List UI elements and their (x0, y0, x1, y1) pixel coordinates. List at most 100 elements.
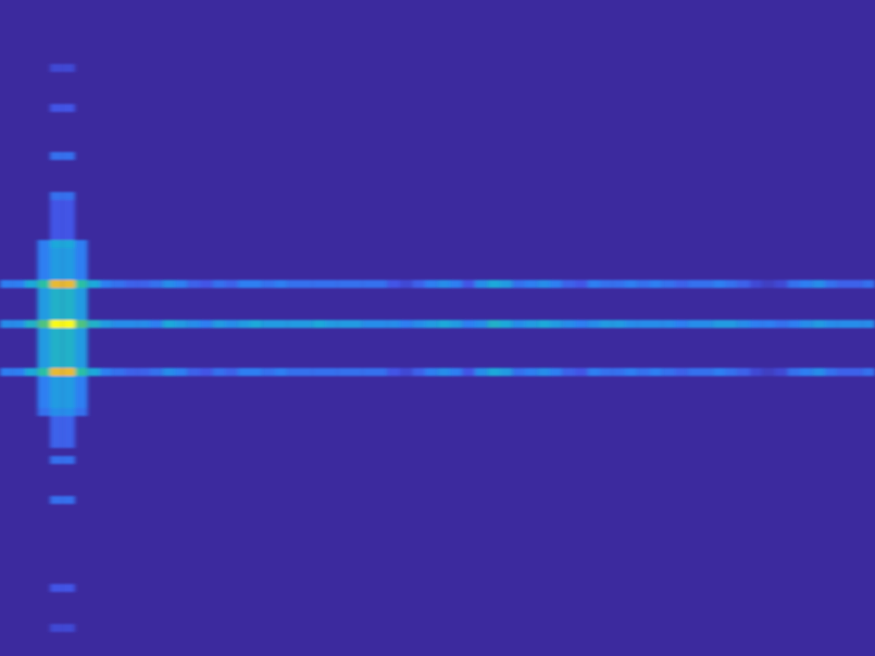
heatmap-cell (0, 320, 13, 328)
heatmap-cell (75, 360, 88, 368)
heatmap-cell (288, 320, 301, 328)
heatmap-cell (113, 280, 126, 288)
heatmap-cell (38, 288, 51, 296)
heatmap-cell (75, 304, 88, 312)
heatmap-cell (38, 392, 51, 400)
heatmap-cell (50, 400, 63, 408)
heatmap-cell (50, 432, 63, 440)
heatmap-cell (63, 216, 76, 224)
heatmap-cell (525, 320, 538, 328)
heatmap-cell (150, 280, 163, 288)
heatmap-cell (63, 416, 76, 424)
heatmap-cell (863, 280, 875, 288)
heatmap-cell (50, 424, 63, 432)
heatmap-cell (263, 368, 276, 376)
heatmap-cell (38, 296, 51, 304)
heatmap-cell (463, 280, 476, 288)
heatmap-cell (638, 280, 651, 288)
heatmap-cell (763, 368, 776, 376)
heatmap-cell (38, 320, 51, 328)
heatmap-cell (63, 328, 76, 336)
heatmap-cell (75, 240, 88, 248)
heatmap-cell (238, 368, 251, 376)
heatmap-cell (100, 320, 113, 328)
heatmap-cell (475, 320, 488, 328)
heatmap-cell (188, 280, 201, 288)
heatmap-cell (338, 280, 351, 288)
heatmap-cell (550, 280, 563, 288)
heatmap-cell (700, 280, 713, 288)
heatmap-cell (88, 368, 101, 376)
heatmap-cell (50, 240, 63, 248)
heatmap-cell (250, 368, 263, 376)
heatmap-cell (63, 360, 76, 368)
heatmap-cell (63, 208, 76, 216)
heatmap-cell (50, 312, 63, 320)
heatmap-cell (613, 368, 626, 376)
heatmap-cell (263, 280, 276, 288)
heatmap-cell (538, 320, 551, 328)
heatmap-cell (800, 280, 813, 288)
heatmap-cell (63, 288, 76, 296)
heatmap-cell (75, 392, 88, 400)
heatmap-cell (50, 256, 63, 264)
heatmap-cell (725, 368, 738, 376)
heatmap-cell (63, 368, 76, 376)
heatmap-cell (75, 344, 88, 352)
heatmap-cell (713, 320, 726, 328)
heatmap-cell (163, 320, 176, 328)
heatmap-cell (525, 368, 538, 376)
heatmap-cell (250, 320, 263, 328)
heatmap-cell (0, 368, 13, 376)
heatmap-cell (38, 344, 51, 352)
heatmap-cell (725, 320, 738, 328)
heatmap-cell (150, 368, 163, 376)
heatmap-cell (138, 280, 151, 288)
heatmap-cell (63, 352, 76, 360)
heatmap-cell (38, 384, 51, 392)
heatmap-cell (825, 280, 838, 288)
heatmap-cell (750, 320, 763, 328)
heatmap-cell (13, 320, 26, 328)
heatmap-cell (675, 368, 688, 376)
heatmap-cell (700, 368, 713, 376)
heatmap-cell (738, 280, 751, 288)
heatmap-cell (800, 368, 813, 376)
heatmap-cell (275, 320, 288, 328)
heatmap-cell (175, 368, 188, 376)
heatmap-cell (313, 280, 326, 288)
heatmap-cell (50, 440, 63, 448)
heatmap-cell (838, 320, 851, 328)
heatmap-cell (650, 320, 663, 328)
heatmap-cell (588, 280, 601, 288)
heatmap-cell (575, 280, 588, 288)
heatmap-cell (38, 264, 51, 272)
heatmap-cell (488, 368, 501, 376)
heatmap-cell (213, 368, 226, 376)
heatmap-cell (200, 280, 213, 288)
heatmap-chart (0, 0, 875, 656)
heatmap-cell (350, 320, 363, 328)
heatmap-cell (575, 368, 588, 376)
heatmap-cell (225, 320, 238, 328)
heatmap-cell (850, 368, 863, 376)
heatmap-cell (350, 280, 363, 288)
heatmap-cell (413, 280, 426, 288)
heatmap-cell (375, 320, 388, 328)
heatmap-cell (63, 64, 76, 72)
heatmap-cell (350, 368, 363, 376)
heatmap-cell (50, 416, 63, 424)
heatmap-cell (63, 312, 76, 320)
heatmap-cell (25, 368, 38, 376)
heatmap-cell (550, 320, 563, 328)
heatmap-cell (38, 256, 51, 264)
heatmap-cell (75, 376, 88, 384)
heatmap-cell (38, 272, 51, 280)
heatmap-cell (500, 368, 513, 376)
heatmap-cell (38, 368, 51, 376)
heatmap-cell (713, 368, 726, 376)
heatmap-cell (750, 280, 763, 288)
plot-background (0, 0, 875, 656)
heatmap-cell (300, 368, 313, 376)
heatmap-cell (625, 280, 638, 288)
